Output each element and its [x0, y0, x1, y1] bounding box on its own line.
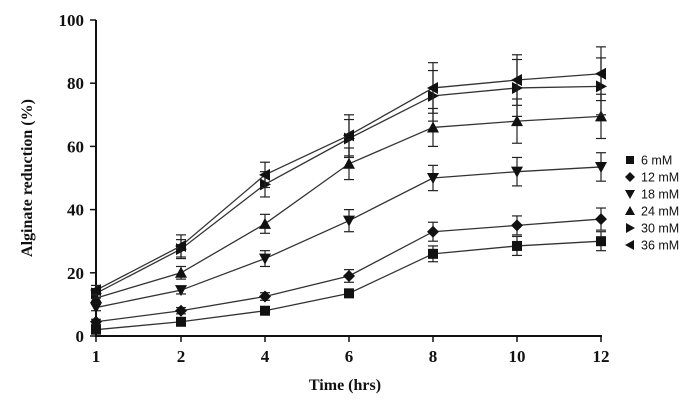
- series-line: [95, 166, 602, 309]
- series-2: [90, 207, 607, 328]
- x-tick-label: 6: [345, 347, 354, 366]
- y-tick-label: 20: [67, 264, 84, 283]
- x-tick-label: 1: [92, 347, 101, 366]
- legend-label: 36 mM: [641, 239, 679, 253]
- legend-item: 24 mM: [625, 205, 679, 219]
- data-point: [259, 253, 271, 265]
- legend-item: 12 mM: [625, 171, 679, 185]
- data-point: [427, 121, 439, 133]
- x-tick-label: 12: [593, 347, 610, 366]
- data-point: [175, 266, 187, 278]
- data-point: [259, 168, 270, 181]
- data-point: [343, 129, 354, 142]
- data-point: [511, 166, 523, 178]
- data-point: [90, 315, 102, 328]
- data-point: [595, 110, 607, 122]
- data-point: [512, 240, 522, 251]
- x-tick-label: 10: [509, 347, 526, 366]
- legend-label: 30 mM: [641, 222, 679, 236]
- legend-item: 36 mM: [625, 239, 679, 253]
- data-point: [428, 248, 438, 259]
- y-tick-label: 40: [67, 201, 84, 220]
- data-point: [343, 269, 355, 282]
- legend-label: 6 mM: [641, 154, 672, 168]
- y-tick-label: 100: [59, 11, 85, 30]
- legend-marker: [625, 190, 635, 199]
- series-group: [90, 46, 607, 335]
- data-point: [511, 219, 523, 232]
- data-point: [595, 161, 607, 173]
- data-point: [427, 81, 438, 94]
- legend-marker: [626, 223, 635, 233]
- data-point: [343, 157, 355, 169]
- data-point: [259, 217, 271, 229]
- legend-marker: [625, 172, 635, 182]
- legend-marker: [625, 206, 635, 215]
- x-ticks: 1 2 4 6 8 10 12: [92, 336, 610, 366]
- data-point: [176, 316, 186, 327]
- series-3: [90, 152, 607, 314]
- data-point: [427, 173, 439, 184]
- data-point: [260, 305, 270, 316]
- legend-label: 24 mM: [641, 205, 679, 219]
- legend-marker: [625, 240, 634, 250]
- x-tick-label: 4: [261, 347, 270, 366]
- data-point: [344, 288, 354, 299]
- data-point: [175, 285, 187, 297]
- x-tick-label: 8: [429, 347, 438, 366]
- data-point: [595, 67, 606, 80]
- x-axis-title: Time (hrs): [309, 377, 381, 394]
- data-point: [175, 304, 187, 317]
- legend-label: 12 mM: [641, 171, 679, 185]
- y-tick-label: 60: [67, 137, 84, 156]
- data-point: [175, 239, 186, 252]
- data-point: [90, 284, 101, 297]
- data-point: [427, 225, 439, 238]
- legend-item: 18 mM: [625, 188, 679, 202]
- series-1: [91, 231, 606, 335]
- data-point: [596, 236, 606, 247]
- series-6: [90, 46, 606, 297]
- data-point: [511, 74, 522, 87]
- y-tick-label: 80: [67, 74, 84, 93]
- data-point: [343, 215, 355, 227]
- series-line: [95, 73, 602, 291]
- y-ticks: 0 20 40 60 80 100: [59, 11, 96, 346]
- legend-item: 6 mM: [626, 154, 672, 168]
- y-tick-label: 0: [76, 327, 85, 346]
- legend: 6 mM 12 mM 18 mM 24 mM 30 mM 36 mM: [625, 154, 679, 253]
- legend-item: 30 mM: [626, 222, 679, 236]
- series-4: [90, 93, 607, 304]
- data-point: [595, 213, 607, 226]
- x-tick-label: 2: [177, 347, 186, 366]
- data-point: [511, 115, 523, 127]
- data-point: [90, 302, 102, 314]
- data-point: [91, 324, 101, 335]
- y-axis-title: Alginate reduction (%): [19, 99, 36, 257]
- legend-label: 18 mM: [641, 188, 679, 202]
- data-point: [259, 290, 271, 303]
- legend-marker: [626, 156, 634, 164]
